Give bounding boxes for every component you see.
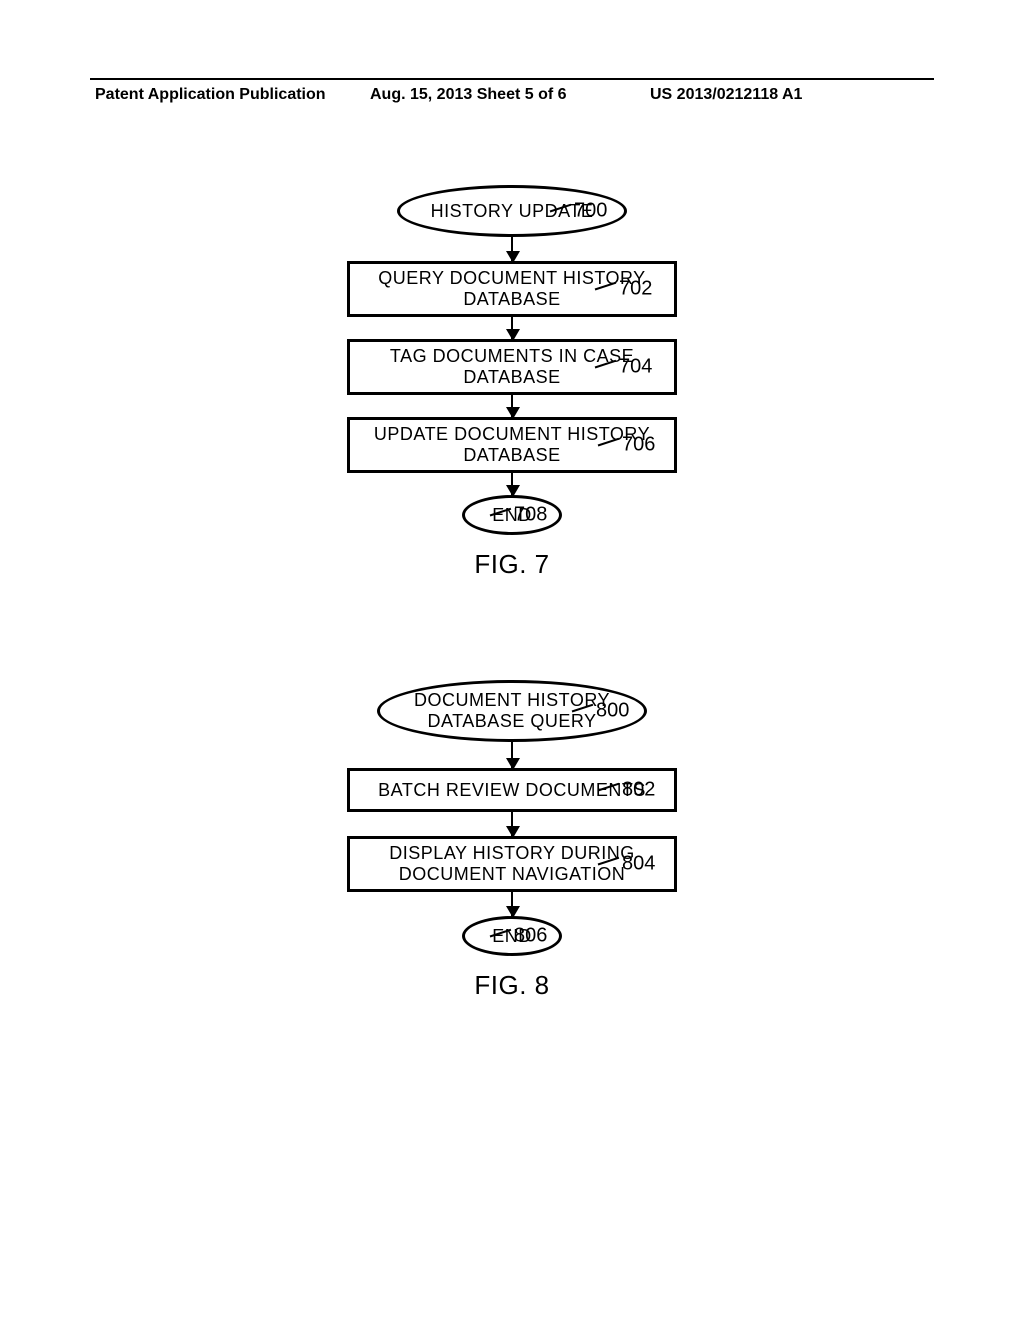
- arrow-after-n804: [511, 892, 513, 916]
- patent-page: Patent Application Publication Aug. 15, …: [0, 0, 1024, 1320]
- ref-number-n802: 802: [622, 779, 655, 802]
- flowchart-fig7: HISTORY UPDATE700 QUERY DOCUMENT HISTORYD…: [0, 185, 1024, 580]
- node-row-n804: DISPLAY HISTORY DURINGDOCUMENT NAVIGATIO…: [0, 836, 1024, 892]
- ref-tick-icon: [595, 281, 617, 290]
- ref-number-n700: 700: [574, 200, 607, 223]
- arrow-after-n706: [511, 473, 513, 495]
- ref-wrap-n800: 800: [572, 700, 629, 723]
- ref-number-n800: 800: [596, 700, 629, 723]
- header-right: US 2013/0212118 A1: [650, 86, 802, 104]
- ref-number-n702: 702: [619, 278, 652, 301]
- ref-tick-icon: [490, 928, 512, 937]
- node-row-n702: QUERY DOCUMENT HISTORYDATABASE702: [0, 261, 1024, 317]
- ref-wrap-n706: 706: [598, 434, 655, 457]
- ref-wrap-n806: 806: [490, 925, 547, 948]
- ref-tick-icon: [598, 437, 620, 446]
- node-row-n806: END806: [0, 916, 1024, 956]
- node-row-n800: DOCUMENT HISTORYDATABASE QUERY800: [0, 680, 1024, 742]
- ref-tick-icon: [598, 782, 620, 791]
- arrow-after-n704: [511, 395, 513, 417]
- header-center: Aug. 15, 2013 Sheet 5 of 6: [370, 86, 567, 104]
- figure-label: FIG. 8: [474, 970, 549, 1001]
- ref-number-n704: 704: [619, 356, 652, 379]
- node-row-n708: END708: [0, 495, 1024, 535]
- header-left: Patent Application Publication: [95, 86, 326, 104]
- ref-wrap-n702: 702: [595, 278, 652, 301]
- ref-tick-icon: [572, 703, 594, 712]
- ref-number-n708: 708: [514, 504, 547, 527]
- flowchart-fig8: DOCUMENT HISTORYDATABASE QUERY800 BATCH R…: [0, 680, 1024, 1001]
- ref-number-n706: 706: [622, 434, 655, 457]
- ref-tick-icon: [490, 507, 512, 516]
- ref-tick-icon: [598, 856, 620, 865]
- figure-label: FIG. 7: [474, 549, 549, 580]
- arrow-after-n800: [511, 742, 513, 768]
- ref-number-n804: 804: [622, 853, 655, 876]
- ref-wrap-n704: 704: [595, 356, 652, 379]
- node-row-n802: BATCH REVIEW DOCUMENTS802: [0, 768, 1024, 812]
- ref-wrap-n708: 708: [490, 504, 547, 527]
- node-row-n706: UPDATE DOCUMENT HISTORYDATABASE706: [0, 417, 1024, 473]
- header-rule: [90, 78, 934, 80]
- ref-wrap-n804: 804: [598, 853, 655, 876]
- ref-wrap-n700: 700: [550, 200, 607, 223]
- arrow-after-n802: [511, 812, 513, 836]
- ref-tick-icon: [595, 359, 617, 368]
- node-row-n700: HISTORY UPDATE700: [0, 185, 1024, 237]
- ref-number-n806: 806: [514, 925, 547, 948]
- ref-tick-icon: [550, 203, 572, 212]
- ref-wrap-n802: 802: [598, 779, 655, 802]
- arrow-after-n700: [511, 237, 513, 261]
- node-row-n704: TAG DOCUMENTS IN CASEDATABASE704: [0, 339, 1024, 395]
- arrow-after-n702: [511, 317, 513, 339]
